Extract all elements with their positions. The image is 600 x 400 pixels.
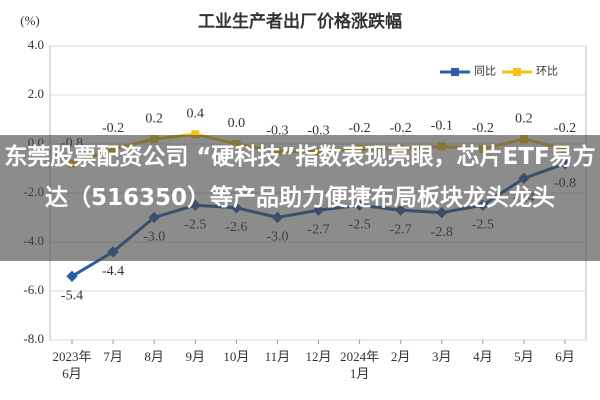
marker — [191, 130, 200, 139]
x-tick-label: 12月 — [305, 349, 332, 364]
x-tick-label: 11月 — [264, 349, 291, 364]
data-label: -0.2 — [390, 121, 412, 136]
data-label: -5.4 — [61, 289, 83, 304]
x-tick-label: 2023年 6月 — [52, 349, 92, 381]
x-tick-label: 7月 — [103, 349, 123, 364]
data-label: -0.2 — [472, 121, 494, 136]
x-tick-label: 2024年 1月 — [340, 349, 380, 381]
data-label: -0.1 — [431, 119, 453, 134]
chart-title: 工业生产者出厂价格涨跌幅 — [198, 11, 402, 32]
data-label: -0.3 — [307, 124, 329, 139]
x-tick-label: 8月 — [144, 349, 164, 364]
x-tick-label: 5月 — [514, 349, 534, 364]
data-label: 0.2 — [515, 111, 533, 126]
x-tick-label: 3月 — [431, 349, 452, 364]
data-label: 0.4 — [187, 106, 205, 121]
x-tick-label: 9月 — [185, 349, 205, 364]
x-tick-label: 6月 — [555, 349, 575, 364]
legend-marker — [513, 68, 521, 76]
y-tick-label: -6.0 — [23, 282, 44, 297]
data-label: -4.4 — [102, 264, 124, 279]
y-tick-label: 4.0 — [28, 37, 44, 52]
data-label: 0.0 — [228, 116, 246, 131]
data-label: -0.2 — [554, 121, 576, 136]
legend-marker — [451, 68, 459, 76]
data-label: -0.2 — [348, 121, 370, 136]
y-tick-label: 2.0 — [28, 86, 44, 101]
banner: 东莞股票配资公司 “硬科技”指数表现亮眼，芯片ETF易方达（516350）等产品… — [0, 135, 600, 261]
x-tick-label: 10月 — [223, 349, 250, 364]
x-tick-label: 4月 — [473, 349, 493, 364]
y-tick-label: -8.0 — [23, 331, 44, 346]
data-label: 0.2 — [145, 111, 163, 126]
y-axis-label: (%) — [20, 13, 40, 28]
legend-label: 环比 — [536, 65, 558, 78]
x-tick-label: 2月 — [390, 349, 411, 364]
legend-label: 同比 — [474, 65, 496, 78]
data-label: -0.2 — [102, 121, 124, 136]
data-label: -0.3 — [266, 124, 288, 139]
